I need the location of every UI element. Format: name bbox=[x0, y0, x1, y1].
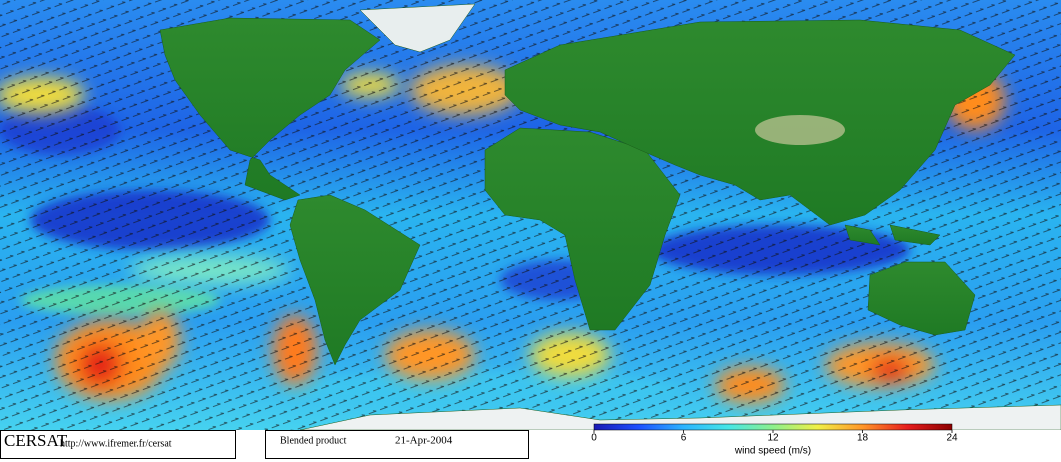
logo-box bbox=[0, 430, 236, 459]
plateau bbox=[755, 115, 845, 145]
colorbar-tick-label: 0 bbox=[591, 433, 597, 444]
date: 21-Apr-2004 bbox=[395, 435, 453, 447]
colorbar-tick-label: 24 bbox=[946, 433, 958, 444]
continents bbox=[159, 3, 1061, 431]
colorbar-tick-label: 12 bbox=[767, 433, 779, 444]
colorbar-tick-label: 18 bbox=[857, 433, 869, 444]
colorbar-label: wind speed (m/s) bbox=[734, 446, 811, 457]
colorbar-tick-label: 6 bbox=[681, 433, 687, 444]
product: Blended product bbox=[280, 435, 347, 446]
logo: CERSAT bbox=[4, 431, 68, 450]
colorbar: 0 6 12 18 24 wind speed (m/s) bbox=[591, 423, 958, 457]
colorbar-scale bbox=[593, 423, 953, 431]
product-box bbox=[265, 430, 529, 459]
url: http://www.ifremer.fr/cersat bbox=[60, 438, 172, 449]
